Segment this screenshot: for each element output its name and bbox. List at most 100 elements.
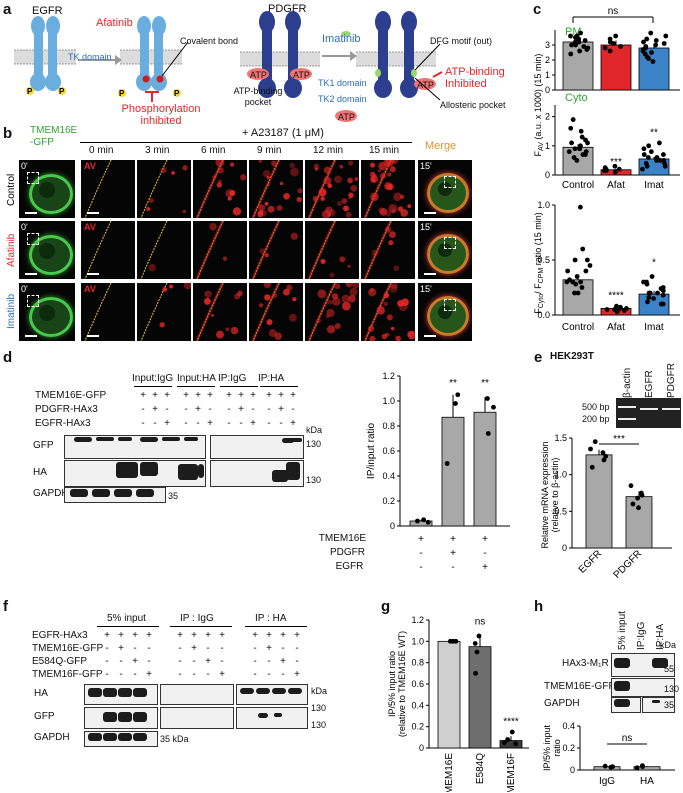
blot-band [116, 462, 138, 478]
data-point [476, 633, 482, 639]
sign: - [419, 562, 422, 573]
blot-band [652, 658, 668, 668]
iph-ylabel2: ratio [552, 739, 562, 757]
sign: - [295, 643, 299, 654]
data-point [485, 396, 490, 401]
data-point [574, 274, 580, 279]
data-point [628, 483, 634, 489]
sign: - [267, 404, 271, 415]
data-point [641, 39, 646, 45]
sign: + [152, 404, 158, 415]
data-point [661, 152, 666, 157]
tick-label: 0.2 [411, 722, 424, 732]
sign: - [208, 404, 212, 415]
egfr-label: EGFR [32, 5, 63, 17]
data-point [415, 518, 420, 524]
data-point [655, 290, 660, 296]
merge-image: 15' [418, 221, 472, 279]
group-label: Imat [644, 180, 664, 191]
tick-label: 0.2 [562, 743, 575, 753]
ip5-ylabel: IP/5% input ratio [387, 651, 397, 717]
data-point [608, 764, 614, 770]
time-label: 9 min [257, 145, 282, 156]
tick-label: 0 [562, 543, 567, 553]
blot-band [286, 462, 300, 480]
sign: - [267, 656, 271, 667]
tick-label: 1 [545, 141, 550, 151]
time-label: 0 min [89, 145, 114, 156]
sign: + [250, 418, 256, 429]
sign: - [267, 669, 271, 680]
data-point [583, 149, 589, 155]
atp-binding-inhibited-label: ATP-binding Inhibited [445, 66, 505, 90]
sign: - [141, 404, 145, 415]
group-header: 5% input [107, 613, 146, 624]
mw-label: 130 [311, 703, 327, 713]
data-point [568, 51, 574, 57]
sign: + [207, 390, 213, 401]
data-point [602, 763, 608, 769]
tick-label: 2 [545, 55, 550, 65]
sign: - [267, 418, 271, 429]
data-point [630, 501, 636, 507]
av-image [193, 221, 247, 279]
sign: + [450, 534, 456, 545]
ipinput-ylabel: IP/input ratio [366, 422, 377, 479]
data-point [576, 39, 582, 45]
data-point [577, 48, 583, 54]
av-image [305, 283, 359, 341]
data-point [616, 166, 622, 172]
data-point [421, 517, 427, 523]
sign: - [253, 656, 257, 667]
time-label: 6 min [201, 145, 226, 156]
sign: - [119, 669, 123, 680]
blot-band [272, 688, 286, 694]
sign: + [191, 630, 197, 641]
data-point [485, 431, 491, 436]
blot-band [114, 489, 132, 497]
blot-band [136, 489, 154, 497]
blot-band [70, 489, 88, 497]
sign: - [141, 418, 145, 429]
gel-band [618, 406, 636, 408]
tick-label: 0.4 [411, 700, 424, 710]
tick-label: 0.6 [382, 446, 395, 456]
data-point [649, 274, 655, 279]
tmem16e-gfp-label: TMEM16E -GFP [30, 125, 78, 148]
av-label: AV [84, 284, 96, 294]
blot-label: TMEM16E-GFP [544, 680, 616, 692]
data-point [579, 134, 585, 140]
gfp-image: 0' [19, 160, 75, 218]
bp-label: 500 bp [582, 402, 610, 412]
sign: + [207, 418, 213, 429]
data-point [657, 158, 663, 163]
av-label: AV [84, 222, 96, 232]
data-point [472, 641, 478, 646]
data-point [660, 292, 666, 298]
blot-band [88, 733, 102, 741]
data-point [567, 277, 572, 283]
data-point [646, 56, 652, 61]
blot-band [74, 437, 92, 442]
sign: + [238, 390, 244, 401]
tk-domain-label: TK domain [68, 52, 112, 62]
tk1-domain-label: TK1 domain [318, 78, 367, 88]
panel-label-f: f [3, 598, 8, 615]
group-label: Control [562, 180, 594, 191]
membrane-egfr-left [14, 49, 76, 65]
data-point [581, 44, 587, 49]
sign: + [290, 418, 296, 429]
sign: + [118, 643, 124, 654]
panel-label-g: g [381, 598, 391, 615]
blot-band [198, 464, 204, 478]
av-image [305, 221, 359, 279]
data-point [578, 279, 584, 285]
mrna-bar [625, 496, 653, 549]
av-label: AV [84, 161, 96, 171]
sign: + [280, 656, 286, 667]
sign: + [146, 669, 152, 680]
data-point [611, 41, 616, 46]
ip5-bar [437, 640, 461, 749]
data-point [592, 439, 598, 445]
sign: - [178, 643, 182, 654]
